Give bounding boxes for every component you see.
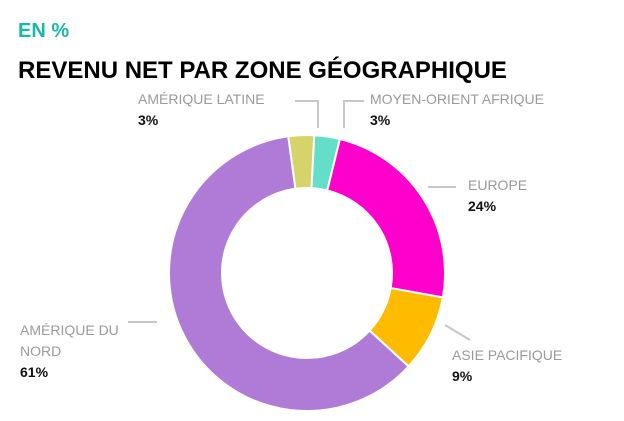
- pie-slice: [287, 134, 316, 190]
- slice-value-label: 61%: [20, 364, 49, 380]
- slice-label: EUROPE: [468, 177, 528, 193]
- slice-label: AMÉRIQUE LATINE: [138, 91, 265, 107]
- slice-label: MOYEN-ORIENT AFRIQUE: [370, 91, 544, 107]
- slice-value-label: 3%: [370, 112, 391, 128]
- slice-label: AMÉRIQUE DU NORD: [20, 322, 119, 359]
- slice-value-label: 3%: [138, 112, 159, 128]
- leader-line: [343, 100, 364, 128]
- slice-label: ASIE PACIFIQUE: [452, 347, 563, 363]
- pie-slice: [326, 137, 446, 299]
- pie-slice: [168, 135, 410, 412]
- chart-title: REVENU NET PAR ZONE GÉOGRAPHIQUE: [18, 57, 507, 84]
- slice-value-label: 24%: [468, 198, 497, 214]
- leader-line: [444, 324, 471, 341]
- leader-line: [295, 100, 319, 128]
- slice-value-label: 9%: [452, 368, 473, 384]
- chart-subtitle: EN %: [18, 20, 70, 42]
